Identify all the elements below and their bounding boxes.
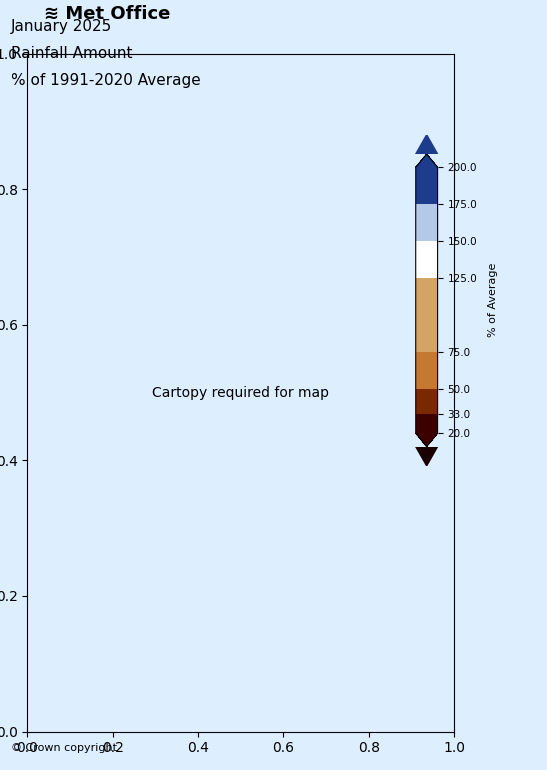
Text: % of 1991-2020 Average: % of 1991-2020 Average	[11, 72, 201, 88]
Polygon shape	[416, 135, 438, 154]
Polygon shape	[416, 447, 438, 466]
PathPatch shape	[416, 434, 438, 447]
Text: © Crown copyright: © Crown copyright	[11, 743, 117, 753]
PathPatch shape	[416, 154, 438, 167]
Text: January 2025: January 2025	[11, 18, 112, 34]
Text: ≋ Met Office: ≋ Met Office	[44, 5, 170, 23]
Y-axis label: % of Average: % of Average	[488, 263, 498, 337]
Text: Cartopy required for map: Cartopy required for map	[152, 386, 329, 400]
Text: Rainfall Amount: Rainfall Amount	[11, 45, 132, 61]
